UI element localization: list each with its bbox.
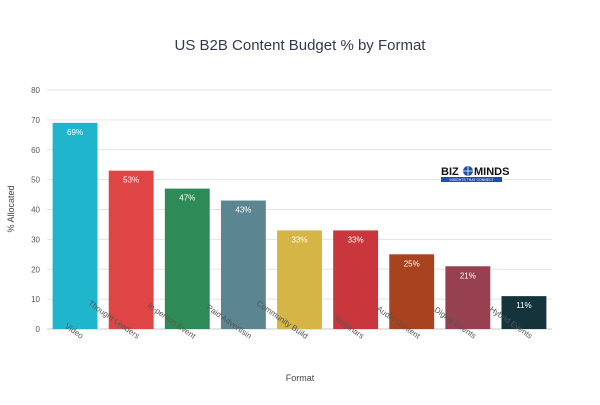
y-tick-label: 20 <box>31 265 40 274</box>
y-tick-label: 10 <box>31 295 40 304</box>
bar-data-label: 33% <box>348 235 364 244</box>
bar <box>108 170 154 329</box>
chart-title: US B2B Content Budget % by Format <box>175 37 427 54</box>
logo-right-text: MINDS <box>474 166 509 178</box>
logo-tagline-bar <box>441 177 502 182</box>
bar <box>501 296 547 329</box>
bar <box>445 266 491 329</box>
bar-data-label: 69% <box>67 128 83 137</box>
y-tick-label: 70 <box>31 116 40 125</box>
logo-tagline: INSIGHTS THAT CONNECT <box>449 178 494 182</box>
y-tick-label: 40 <box>31 206 40 215</box>
logo-left-text: BIZ <box>441 166 459 178</box>
globe-icon <box>463 166 473 176</box>
bar-labels-layer: 69% 53% 47% 43% 33% 33% 25% 21% 11% <box>67 128 532 310</box>
bar <box>277 230 322 329</box>
bar-data-label: 53% <box>123 176 139 185</box>
y-tick-label: 0 <box>36 325 41 334</box>
bar-data-label: 25% <box>404 259 420 268</box>
y-tick-label: 30 <box>31 235 40 244</box>
y-tick-label: 50 <box>31 176 40 185</box>
y-axis-ticks: 0 10 20 30 40 50 60 70 80 <box>31 86 40 334</box>
bar-data-label: 11% <box>516 301 531 310</box>
bar-data-label: 33% <box>291 235 307 244</box>
y-tick-label: 80 <box>31 86 40 95</box>
bars-layer <box>52 122 547 329</box>
bar-data-label: 47% <box>179 194 195 203</box>
bar <box>220 200 266 329</box>
x-axis-title: Format <box>286 373 315 383</box>
bar <box>52 122 98 329</box>
bar <box>389 254 435 329</box>
bar <box>164 188 210 329</box>
bar <box>333 230 379 329</box>
bar-data-label: 21% <box>460 271 476 280</box>
y-tick-label: 60 <box>31 146 40 155</box>
bar-data-label: 43% <box>235 206 251 215</box>
y-axis-title: % Allocated <box>6 185 16 232</box>
bizminds-logo: BIZ MINDS INSIGHTS THAT CONNECT <box>441 166 509 182</box>
